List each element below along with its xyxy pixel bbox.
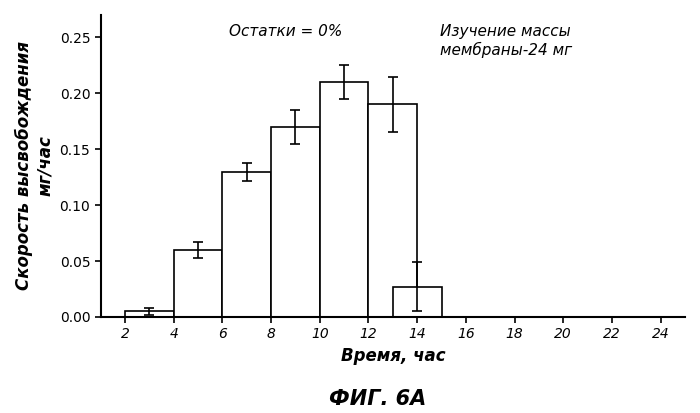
Text: Изучение массы
мембраны-24 мг: Изучение массы мембраны-24 мг [440,24,572,58]
Bar [393,287,442,317]
Bar [125,311,174,317]
Bar [223,171,271,317]
Text: Остатки = 0%: Остатки = 0% [229,24,342,39]
Bar [174,250,223,317]
Y-axis label: Скорость высвобождения
мг/час: Скорость высвобождения мг/час [15,41,54,290]
X-axis label: Время, час: Время, час [340,347,445,365]
Bar [368,104,417,317]
Bar [271,127,320,317]
Text: ФИГ. 6А: ФИГ. 6А [330,389,426,409]
Bar [320,82,368,317]
